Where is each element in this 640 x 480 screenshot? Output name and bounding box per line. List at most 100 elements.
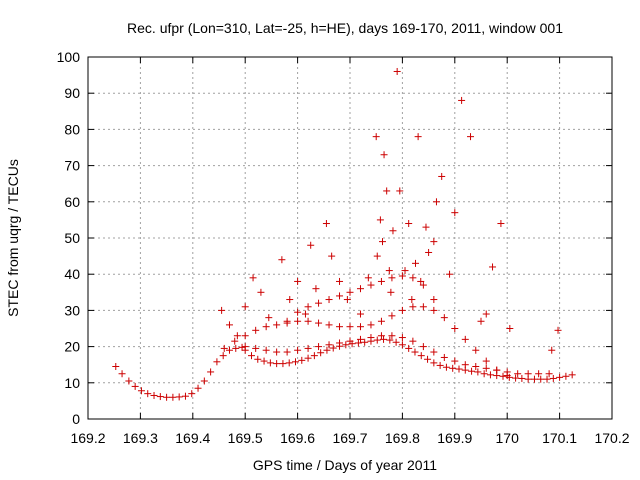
x-tick-labels: 169.2 169.3 169.4 169.5 169.6 169.7 169.8 169.9… xyxy=(70,430,629,446)
data-point xyxy=(283,317,291,325)
data-point xyxy=(150,391,158,399)
data-point xyxy=(430,348,438,356)
data-point xyxy=(405,220,413,228)
data-point xyxy=(322,220,330,228)
data-point xyxy=(283,348,291,356)
data-point xyxy=(380,151,388,159)
data-point xyxy=(424,355,432,363)
data-point xyxy=(419,281,427,289)
data-point xyxy=(304,354,312,362)
data-point xyxy=(144,390,152,398)
data-point xyxy=(262,346,270,354)
data-point xyxy=(436,361,444,369)
data-point xyxy=(315,343,323,351)
data-point xyxy=(188,390,196,398)
data-point xyxy=(486,371,494,379)
data-point xyxy=(325,341,333,349)
data-point xyxy=(262,323,270,331)
data-point xyxy=(482,310,490,318)
data-point xyxy=(377,277,385,285)
data-point xyxy=(232,344,240,352)
data-point xyxy=(482,357,490,365)
data-point xyxy=(356,285,364,293)
data-point xyxy=(367,334,375,342)
data-point xyxy=(518,374,526,382)
data-point xyxy=(383,187,391,195)
data-point xyxy=(412,259,419,267)
data-point xyxy=(430,359,438,367)
data-point xyxy=(548,346,556,354)
data-point xyxy=(380,335,388,343)
data-point xyxy=(231,337,239,345)
data-point xyxy=(343,296,351,304)
data-point xyxy=(225,321,233,329)
data-points xyxy=(112,67,576,401)
data-point xyxy=(356,323,364,331)
x-tick-label: 169.5 xyxy=(228,430,263,446)
y-tick-label: 0 xyxy=(72,411,80,427)
x-tick-label: 169.6 xyxy=(280,430,315,446)
data-point xyxy=(372,133,380,141)
data-point xyxy=(472,346,480,354)
data-point xyxy=(266,359,274,367)
data-point xyxy=(388,332,396,340)
data-point xyxy=(292,358,300,366)
data-point xyxy=(200,377,208,385)
data-point xyxy=(568,371,576,379)
data-point xyxy=(385,267,393,275)
y-tick-label: 30 xyxy=(64,302,80,318)
data-point xyxy=(417,352,425,360)
data-point xyxy=(376,216,384,224)
data-point xyxy=(408,296,416,304)
data-point xyxy=(398,334,406,342)
data-point xyxy=(414,133,422,141)
data-point xyxy=(241,343,249,351)
data-point xyxy=(285,359,293,367)
data-point xyxy=(181,392,189,400)
data-point xyxy=(260,357,268,365)
y-tick-label: 100 xyxy=(57,49,81,65)
data-point xyxy=(329,344,337,352)
x-tick-label: 170 xyxy=(496,430,520,446)
data-point xyxy=(451,209,459,217)
data-point xyxy=(310,352,318,360)
data-point xyxy=(386,336,394,344)
data-point xyxy=(218,306,226,314)
data-point xyxy=(225,346,233,354)
data-point xyxy=(430,238,438,246)
data-point xyxy=(254,355,262,363)
data-point xyxy=(489,263,497,271)
data-point xyxy=(388,274,396,282)
data-point xyxy=(392,338,400,346)
data-point xyxy=(118,370,126,378)
y-tick-label: 40 xyxy=(64,266,80,282)
data-point xyxy=(247,352,255,360)
data-point xyxy=(336,292,344,300)
data-point xyxy=(378,238,386,246)
data-point xyxy=(238,343,246,351)
x-tick-label: 169.7 xyxy=(332,430,367,446)
data-point xyxy=(468,367,476,375)
data-point xyxy=(401,267,409,275)
data-point xyxy=(409,337,417,345)
y-tick-label: 60 xyxy=(64,194,80,210)
data-point xyxy=(364,274,372,282)
data-point xyxy=(503,372,511,380)
data-point xyxy=(304,303,312,311)
data-point xyxy=(411,348,419,356)
data-point xyxy=(512,374,520,382)
data-point xyxy=(367,321,375,329)
data-point xyxy=(545,370,553,378)
y-tick-label: 10 xyxy=(64,375,80,391)
data-point xyxy=(312,285,320,293)
data-point xyxy=(346,288,354,296)
data-point xyxy=(430,296,438,304)
data-point xyxy=(336,323,344,331)
data-point xyxy=(317,349,325,357)
data-point xyxy=(461,361,469,369)
data-point xyxy=(440,353,448,361)
y-tick-labels: 0 10 20 30 40 50 60 70 80 90 100 xyxy=(57,49,81,427)
data-point xyxy=(373,252,381,260)
data-point xyxy=(356,310,364,318)
x-axis-label: GPS time / Days of year 2011 xyxy=(253,457,437,473)
